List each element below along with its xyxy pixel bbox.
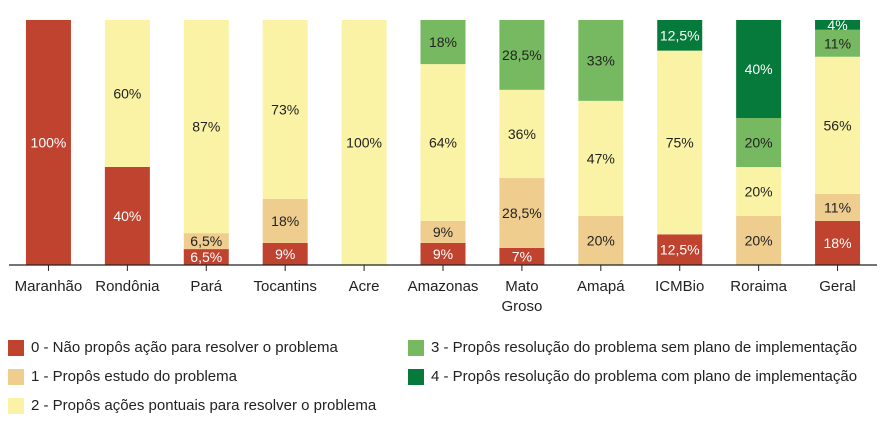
- legend-label-2: 2 - Propôs ações pontuais para resolver …: [31, 397, 377, 414]
- x-tick-label-1: Rondônia: [95, 278, 160, 295]
- data-label-5-1: 9%: [433, 224, 453, 240]
- x-tick-label-3: Tocantins: [253, 278, 316, 295]
- bar-segment-10-4: [815, 20, 861, 30]
- data-label-2-2: 87%: [192, 119, 220, 135]
- bar-segment-6-1: [499, 178, 545, 248]
- bar-segment-10-1: [815, 193, 861, 221]
- legend-label-0: 0 - Não propôs ação para resolver o prob…: [31, 339, 338, 356]
- data-label-10-0: 18%: [824, 235, 852, 251]
- bar-segment-7-3: [578, 20, 624, 101]
- bar-segment-6-2: [499, 89, 545, 179]
- legend-label-1: 1 - Propôs estudo do problema: [31, 368, 237, 385]
- x-tick-label-5: Amazonas: [408, 278, 479, 295]
- legend-item-3: 3 - Propôs resolução do problema sem pla…: [408, 339, 857, 356]
- legend-item-4: 4 - Propôs resolução do problema com pla…: [408, 368, 857, 385]
- x-tick-label-7: Amapá: [577, 278, 625, 295]
- data-label-10-1: 11%: [824, 199, 851, 215]
- data-label-5-2: 64%: [429, 135, 457, 151]
- x-tick-label-0: Maranhão: [15, 278, 83, 295]
- data-label-9-1: 20%: [745, 233, 773, 249]
- legend-swatch-4: [408, 368, 424, 385]
- legend-swatch-0: [8, 339, 24, 356]
- data-label-10-2: 56%: [824, 117, 852, 133]
- data-label-9-2: 20%: [745, 184, 773, 200]
- bar-segment-5-1: [420, 220, 466, 243]
- data-label-2-1: 6,5%: [190, 233, 222, 249]
- bar-segment-9-2: [736, 167, 782, 216]
- data-label-1-2: 60%: [113, 86, 141, 102]
- bar-segment-3-1: [262, 198, 308, 243]
- x-tick-label-8: ICMBio: [655, 278, 704, 295]
- data-label-3-0: 9%: [275, 246, 295, 262]
- legend-swatch-1: [8, 368, 24, 385]
- bar-segment-3-0: [262, 242, 308, 265]
- x-tick-label-9: Roraima: [730, 278, 787, 295]
- data-label-6-1: 28,5%: [502, 205, 542, 221]
- bar-segment-6-3: [499, 20, 545, 90]
- bar-segment-2-1: [183, 233, 229, 250]
- legend-item-2: 2 - Propôs ações pontuais para resolver …: [8, 397, 376, 414]
- data-label-10-4: 4%: [827, 17, 847, 33]
- bar-segment-10-3: [815, 29, 861, 57]
- bar-segment-8-2: [657, 50, 703, 235]
- data-label-6-0: 7%: [512, 248, 532, 264]
- data-label-2-0: 6,5%: [190, 249, 222, 265]
- data-label-8-2: 75%: [666, 135, 694, 151]
- x-tick-label-10: Geral: [819, 278, 856, 295]
- bar-segment-7-2: [578, 100, 624, 216]
- bar-segment-9-3: [736, 118, 782, 167]
- bar-segment-2-2: [183, 20, 229, 234]
- data-label-8-4: 12,5%: [660, 27, 700, 43]
- bar-segment-8-4: [657, 20, 703, 51]
- data-label-9-3: 20%: [745, 135, 773, 151]
- legend-swatch-2: [8, 397, 24, 414]
- bar-segment-5-2: [420, 64, 466, 221]
- data-label-5-0: 9%: [433, 246, 453, 262]
- legend-swatch-3: [408, 339, 424, 356]
- data-label-5-3: 18%: [429, 34, 457, 50]
- data-label-4-2: 100%: [346, 135, 382, 151]
- data-label-3-2: 73%: [271, 101, 299, 117]
- legend-label-3: 3 - Propôs resolução do problema sem pla…: [431, 339, 858, 356]
- data-label-8-0: 12,5%: [660, 242, 700, 258]
- x-tick-label-2: Pará: [190, 278, 222, 295]
- legend-item-0: 0 - Não propôs ação para resolver o prob…: [8, 339, 338, 356]
- bar-segment-1-2: [104, 20, 150, 167]
- bar-segment-1-0: [104, 167, 150, 265]
- bar-segment-7-1: [578, 216, 624, 265]
- bar-segment-5-0: [420, 242, 466, 265]
- bar-segment-5-3: [420, 20, 466, 65]
- bar-segment-9-1: [736, 216, 782, 265]
- bar-segment-9-4: [736, 20, 782, 118]
- data-label-0-0: 100%: [31, 135, 67, 151]
- data-label-9-4: 40%: [745, 61, 773, 77]
- bar-segment-8-0: [657, 234, 703, 265]
- bar-segment-2-0: [183, 249, 229, 265]
- bar-segment-10-2: [815, 56, 861, 194]
- data-label-6-3: 28,5%: [502, 47, 542, 63]
- x-tick-label-6: Mato Groso: [501, 278, 542, 315]
- data-label-3-1: 18%: [271, 213, 299, 229]
- bar-segment-10-0: [815, 220, 861, 265]
- legend-item-1: 1 - Propôs estudo do problema: [8, 368, 237, 385]
- legend-label-4: 4 - Propôs resolução do problema com pla…: [431, 368, 858, 385]
- bar-segment-6-0: [499, 247, 545, 265]
- data-label-7-2: 47%: [587, 150, 615, 166]
- x-tick-label-4: Acre: [349, 278, 380, 295]
- bar-segment-3-2: [262, 20, 308, 199]
- stacked-bar-chart: 100% Maranhão 40% 60% Rondônia 6,5%6,5% 87% Par…: [9, 17, 877, 315]
- data-label-7-1: 20%: [587, 233, 615, 249]
- data-label-7-3: 33%: [587, 52, 615, 68]
- data-label-1-0: 40%: [113, 208, 141, 224]
- data-label-6-2: 36%: [508, 126, 536, 142]
- bar-segment-4-2: [341, 20, 387, 265]
- data-label-10-3: 11%: [824, 35, 851, 51]
- bar-segment-0-0: [25, 20, 71, 265]
